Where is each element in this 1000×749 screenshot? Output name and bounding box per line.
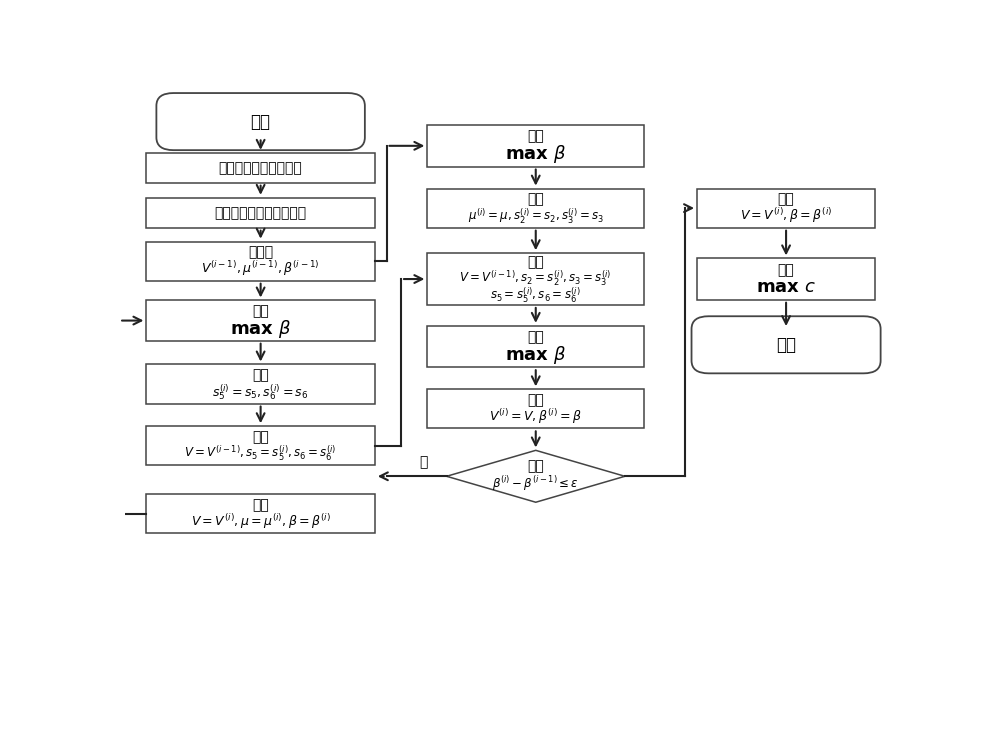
Text: 输出: 输出 — [527, 393, 544, 407]
Text: 否: 否 — [419, 455, 428, 470]
Bar — [146, 365, 375, 404]
Text: 求解: 求解 — [527, 330, 544, 345]
Text: 重塑为四阶状态空间模型: 重塑为四阶状态空间模型 — [215, 206, 307, 219]
Text: $V^{(i-1)},\mu^{(i-1)},\beta^{(i-1)}$: $V^{(i-1)},\mu^{(i-1)},\beta^{(i-1)}$ — [201, 260, 320, 279]
Text: $\beta^{(i)}-\beta^{(i-1)}\leq\varepsilon$: $\beta^{(i)}-\beta^{(i-1)}\leq\varepsilo… — [492, 474, 579, 493]
Text: $V=V^{(i-1)},s_5=s_5^{(i)},s_6=s_6^{(i)}$: $V=V^{(i-1)},s_5=s_5^{(i)},s_6=s_6^{(i)}… — [184, 444, 337, 464]
Text: $\mathbf{max}\ \beta$: $\mathbf{max}\ \beta$ — [505, 344, 566, 366]
Text: $\mathbf{max}\ \beta$: $\mathbf{max}\ \beta$ — [505, 143, 566, 165]
Text: $\mu^{(i)}=\mu,s_2^{(i)}=s_2,s_3^{(i)}=s_3$: $\mu^{(i)}=\mu,s_2^{(i)}=s_2,s_3^{(i)}=s… — [468, 206, 604, 225]
Text: 输出: 输出 — [527, 192, 544, 207]
Text: $V=V^{(i)},\mu=\mu^{(i)},\beta=\beta^{(i)}$: $V=V^{(i)},\mu=\mu^{(i)},\beta=\beta^{(i… — [191, 512, 331, 531]
Text: 设置: 设置 — [778, 192, 794, 207]
Text: $V=V^{(i-1)},s_2=s_2^{(i)},s_3=s_3^{(i)}$: $V=V^{(i-1)},s_2=s_2^{(i)},s_3=s_3^{(i)}… — [459, 268, 612, 288]
Text: 结束: 结束 — [776, 336, 796, 354]
Bar — [697, 258, 875, 300]
Text: 判断: 判断 — [527, 459, 544, 473]
Bar — [427, 389, 644, 428]
Text: 求解: 求解 — [527, 130, 544, 144]
Bar — [427, 326, 644, 367]
Text: $\mathbf{max}\ \beta$: $\mathbf{max}\ \beta$ — [230, 318, 291, 339]
Bar — [146, 153, 375, 183]
Bar — [146, 494, 375, 533]
Text: 初始化: 初始化 — [248, 246, 273, 260]
Bar — [427, 189, 644, 228]
Text: $\mathbf{max}\ c$: $\mathbf{max}\ c$ — [756, 279, 816, 297]
Text: 求解: 求解 — [778, 263, 794, 277]
Text: 开始: 开始 — [251, 112, 271, 130]
Text: $s_5^{(i)}=s_5,s_6^{(i)}=s_6$: $s_5^{(i)}=s_5,s_6^{(i)}=s_6$ — [212, 382, 309, 401]
Bar — [146, 198, 375, 228]
FancyBboxPatch shape — [156, 93, 365, 150]
Text: $s_5=s_5^{(i)},s_6=s_6^{(i)}$: $s_5=s_5^{(i)},s_6=s_6^{(i)}$ — [490, 286, 581, 306]
FancyBboxPatch shape — [692, 316, 881, 373]
Text: 求解: 求解 — [252, 305, 269, 318]
Bar — [427, 253, 644, 305]
Text: 创建三阶状态空间模型: 创建三阶状态空间模型 — [219, 161, 302, 175]
Text: $V^{(i)}=V,\beta^{(i)}=\beta$: $V^{(i)}=V,\beta^{(i)}=\beta$ — [489, 407, 582, 426]
Text: 输出: 输出 — [252, 369, 269, 383]
Text: 设置: 设置 — [252, 498, 269, 512]
Text: 设置: 设置 — [527, 255, 544, 270]
Bar — [146, 426, 375, 465]
Text: $V=V^{(i)},\beta=\beta^{(i)}$: $V=V^{(i)},\beta=\beta^{(i)}$ — [740, 207, 832, 225]
Bar — [146, 300, 375, 341]
Polygon shape — [447, 450, 625, 503]
Bar — [146, 242, 375, 281]
Text: 设置: 设置 — [252, 430, 269, 444]
Bar — [697, 189, 875, 228]
Bar — [427, 125, 644, 166]
